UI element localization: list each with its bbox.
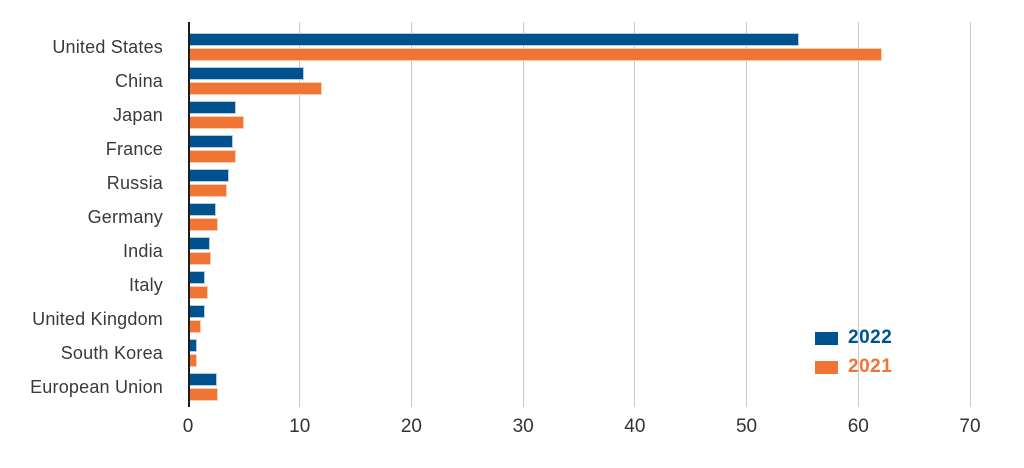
bar-2021 <box>189 354 197 367</box>
plot-area <box>188 22 971 407</box>
bar-2021 <box>189 252 212 265</box>
gridline-x-70 <box>969 22 971 407</box>
x-tick-label: 40 <box>624 416 646 437</box>
bar-row <box>189 98 971 132</box>
category-label: United States <box>52 36 163 57</box>
bar-2022 <box>189 67 305 80</box>
bar-2022 <box>189 169 230 182</box>
bar-2022 <box>189 33 799 46</box>
category-label: European Union <box>30 376 163 397</box>
gridline-x-20 <box>410 22 412 407</box>
category-label: China <box>114 70 163 91</box>
bar-2022 <box>189 305 205 318</box>
gridline-x-10 <box>299 22 301 407</box>
y-axis-category-labels: United States China Japan France Russia Germa… <box>0 30 176 404</box>
x-tick-label: 60 <box>847 416 869 437</box>
zero-axis-line <box>188 22 190 407</box>
x-tick-label: 50 <box>735 416 758 437</box>
bar-row <box>189 166 971 200</box>
bar-row <box>189 234 971 268</box>
bar-2021 <box>189 320 202 333</box>
legend: 2022 2021 <box>815 327 892 378</box>
x-tick-label: 0 <box>182 416 194 437</box>
bar-2021 <box>189 116 244 129</box>
category-label: United Kingdom <box>32 308 163 329</box>
category-label: Italy <box>128 274 163 295</box>
category-label: Germany <box>87 206 163 227</box>
legend-label-2021: 2021 <box>848 356 893 377</box>
gridline-x-30 <box>522 22 524 407</box>
category-label: South Korea <box>60 342 163 363</box>
bar-2021 <box>189 286 208 299</box>
x-tick-label: 20 <box>400 416 422 437</box>
bar-2022 <box>189 339 197 352</box>
legend-item-2022: 2022 <box>815 327 892 349</box>
gridline-x-40 <box>634 22 636 407</box>
bar-2021 <box>189 388 219 401</box>
bar-2022 <box>189 203 216 216</box>
bar-row <box>189 200 971 234</box>
x-tick-label: 70 <box>959 416 981 437</box>
bar-row <box>189 370 971 404</box>
bar-2021 <box>189 150 236 163</box>
bar-row <box>189 268 971 302</box>
bars-group <box>189 30 971 404</box>
bar-row <box>189 132 971 166</box>
legend-item-2021: 2021 <box>815 356 892 378</box>
bar-2021 <box>189 48 882 61</box>
bar-2022 <box>189 135 233 148</box>
bar-2022 <box>189 101 236 114</box>
category-label: Russia <box>106 172 163 193</box>
bar-row <box>189 30 971 64</box>
bar-2021 <box>189 218 219 231</box>
legend-swatch-2022 <box>815 331 838 345</box>
category-label: France <box>105 138 163 159</box>
legend-label-2022: 2022 <box>848 327 893 348</box>
bar-2022 <box>189 271 205 284</box>
bar-2022 <box>189 373 217 386</box>
gridline-x-50 <box>746 22 748 407</box>
x-tick-label: 30 <box>512 416 534 437</box>
bar-2021 <box>189 184 227 197</box>
gridline-x-60 <box>857 22 859 407</box>
bar-row <box>189 64 971 98</box>
bar-2021 <box>189 82 322 95</box>
category-label: Japan <box>112 104 163 125</box>
bar-2022 <box>189 237 211 250</box>
category-label: India <box>122 240 163 261</box>
x-tick-label: 10 <box>289 416 311 437</box>
x-axis-tick-labels: 0 10 20 30 40 50 60 70 <box>183 416 981 440</box>
legend-swatch-2021 <box>815 360 838 374</box>
